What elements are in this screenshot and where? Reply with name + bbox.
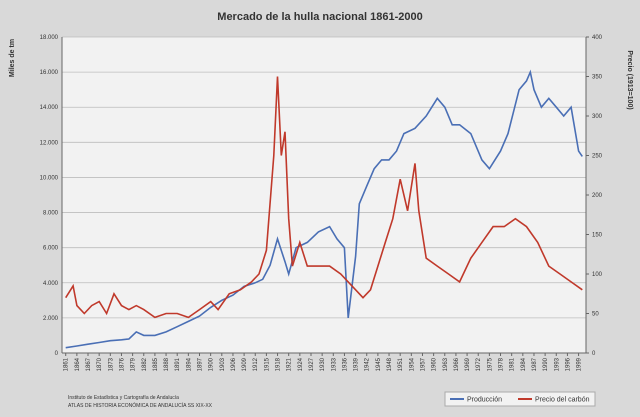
y-tick-label: 16.000 — [40, 70, 59, 76]
x-tick-label: 1981 — [510, 357, 516, 371]
x-tick-label: 1990 — [543, 357, 549, 371]
x-tick-label: 1918 — [276, 357, 282, 371]
x-tick-label: 1978 — [499, 357, 505, 371]
x-tick-label: 1945 — [376, 357, 382, 371]
x-tick-label: 1963 — [443, 357, 449, 371]
chart-title: Mercado de la hulla nacional 1861-2000 — [217, 11, 422, 23]
x-tick-label: 1867 — [86, 357, 92, 371]
x-tick-label: 1891 — [175, 357, 181, 371]
y2-tick-label: 150 — [592, 233, 603, 239]
x-tick-label: 1924 — [298, 357, 304, 371]
y2-tick-label: 100 — [592, 272, 603, 278]
x-tick-label: 1987 — [532, 357, 538, 371]
legend-label: Producción — [467, 397, 502, 404]
x-tick-label: 1957 — [420, 357, 426, 371]
x-tick-label: 1939 — [354, 357, 360, 371]
y2-tick-label: 200 — [592, 193, 603, 199]
y-axis-label: Miles de tm — [9, 39, 16, 77]
source: ATLAS DE HISTORIA ECONÓMICA DE ANDALUCÍA… — [68, 402, 213, 409]
y-tick-label: 2.000 — [43, 316, 59, 322]
x-tick-label: 1900 — [209, 357, 215, 371]
x-tick-label: 1954 — [409, 357, 415, 371]
series-line — [65, 76, 583, 319]
x-tick-label: 1960 — [432, 357, 438, 371]
y-tick-label: 0 — [55, 351, 59, 357]
x-tick-label: 1882 — [142, 357, 148, 371]
x-tick-label: 1933 — [331, 357, 337, 371]
y-tick-label: 18.000 — [40, 35, 59, 41]
x-tick-label: 1864 — [75, 357, 81, 371]
x-tick-label: 1936 — [342, 357, 348, 371]
legend-label: Precio del carbón — [535, 397, 590, 404]
x-tick-label: 1972 — [476, 357, 482, 371]
y-tick-label: 8.000 — [43, 211, 59, 217]
x-tick-label: 1885 — [153, 357, 159, 371]
x-tick-label: 1897 — [198, 357, 204, 371]
y2-tick-label: 0 — [592, 351, 596, 357]
y-tick-label: 6.000 — [43, 246, 59, 252]
x-tick-label: 1888 — [164, 357, 170, 371]
y2-tick-label: 400 — [592, 35, 603, 41]
x-tick-label: 1861 — [64, 357, 70, 371]
y-tick-label: 12.000 — [40, 140, 59, 146]
x-tick-label: 1915 — [264, 357, 270, 371]
y-tick-label: 10.000 — [40, 175, 59, 181]
x-tick-label: 1873 — [108, 357, 114, 371]
source: Instituto de Estadística y Cartografía d… — [68, 395, 179, 401]
x-tick-label: 1942 — [365, 357, 371, 371]
y2-axis-label: Precio (1913=100) — [626, 50, 633, 109]
y2-tick-label: 350 — [592, 75, 603, 81]
x-tick-label: 1870 — [97, 357, 103, 371]
x-tick-label: 1906 — [231, 357, 237, 371]
x-tick-label: 1999 — [577, 357, 583, 371]
x-tick-label: 1909 — [242, 357, 248, 371]
x-tick-label: 1951 — [398, 357, 404, 371]
y-tick-label: 4.000 — [43, 281, 59, 287]
y2-tick-label: 300 — [592, 114, 603, 120]
x-tick-label: 1930 — [320, 357, 326, 371]
x-tick-label: 1984 — [521, 357, 527, 371]
x-tick-label: 1966 — [454, 357, 460, 371]
x-tick-label: 1948 — [387, 357, 393, 371]
y2-tick-label: 250 — [592, 154, 603, 160]
x-tick-label: 1879 — [131, 357, 137, 371]
plot-area — [62, 37, 586, 353]
x-tick-label: 1903 — [220, 357, 226, 371]
x-tick-label: 1927 — [309, 357, 315, 371]
series-line — [65, 69, 583, 349]
y2-tick-label: 50 — [592, 312, 599, 318]
x-tick-label: 1975 — [487, 357, 493, 371]
x-tick-label: 1969 — [465, 357, 471, 371]
y-tick-label: 14.000 — [40, 105, 59, 111]
x-tick-label: 1993 — [554, 357, 560, 371]
x-tick-label: 1912 — [253, 357, 259, 371]
x-tick-label: 1876 — [119, 357, 125, 371]
x-tick-label: 1894 — [186, 357, 192, 371]
x-tick-label: 1921 — [287, 357, 293, 371]
x-tick-label: 1996 — [565, 357, 571, 371]
